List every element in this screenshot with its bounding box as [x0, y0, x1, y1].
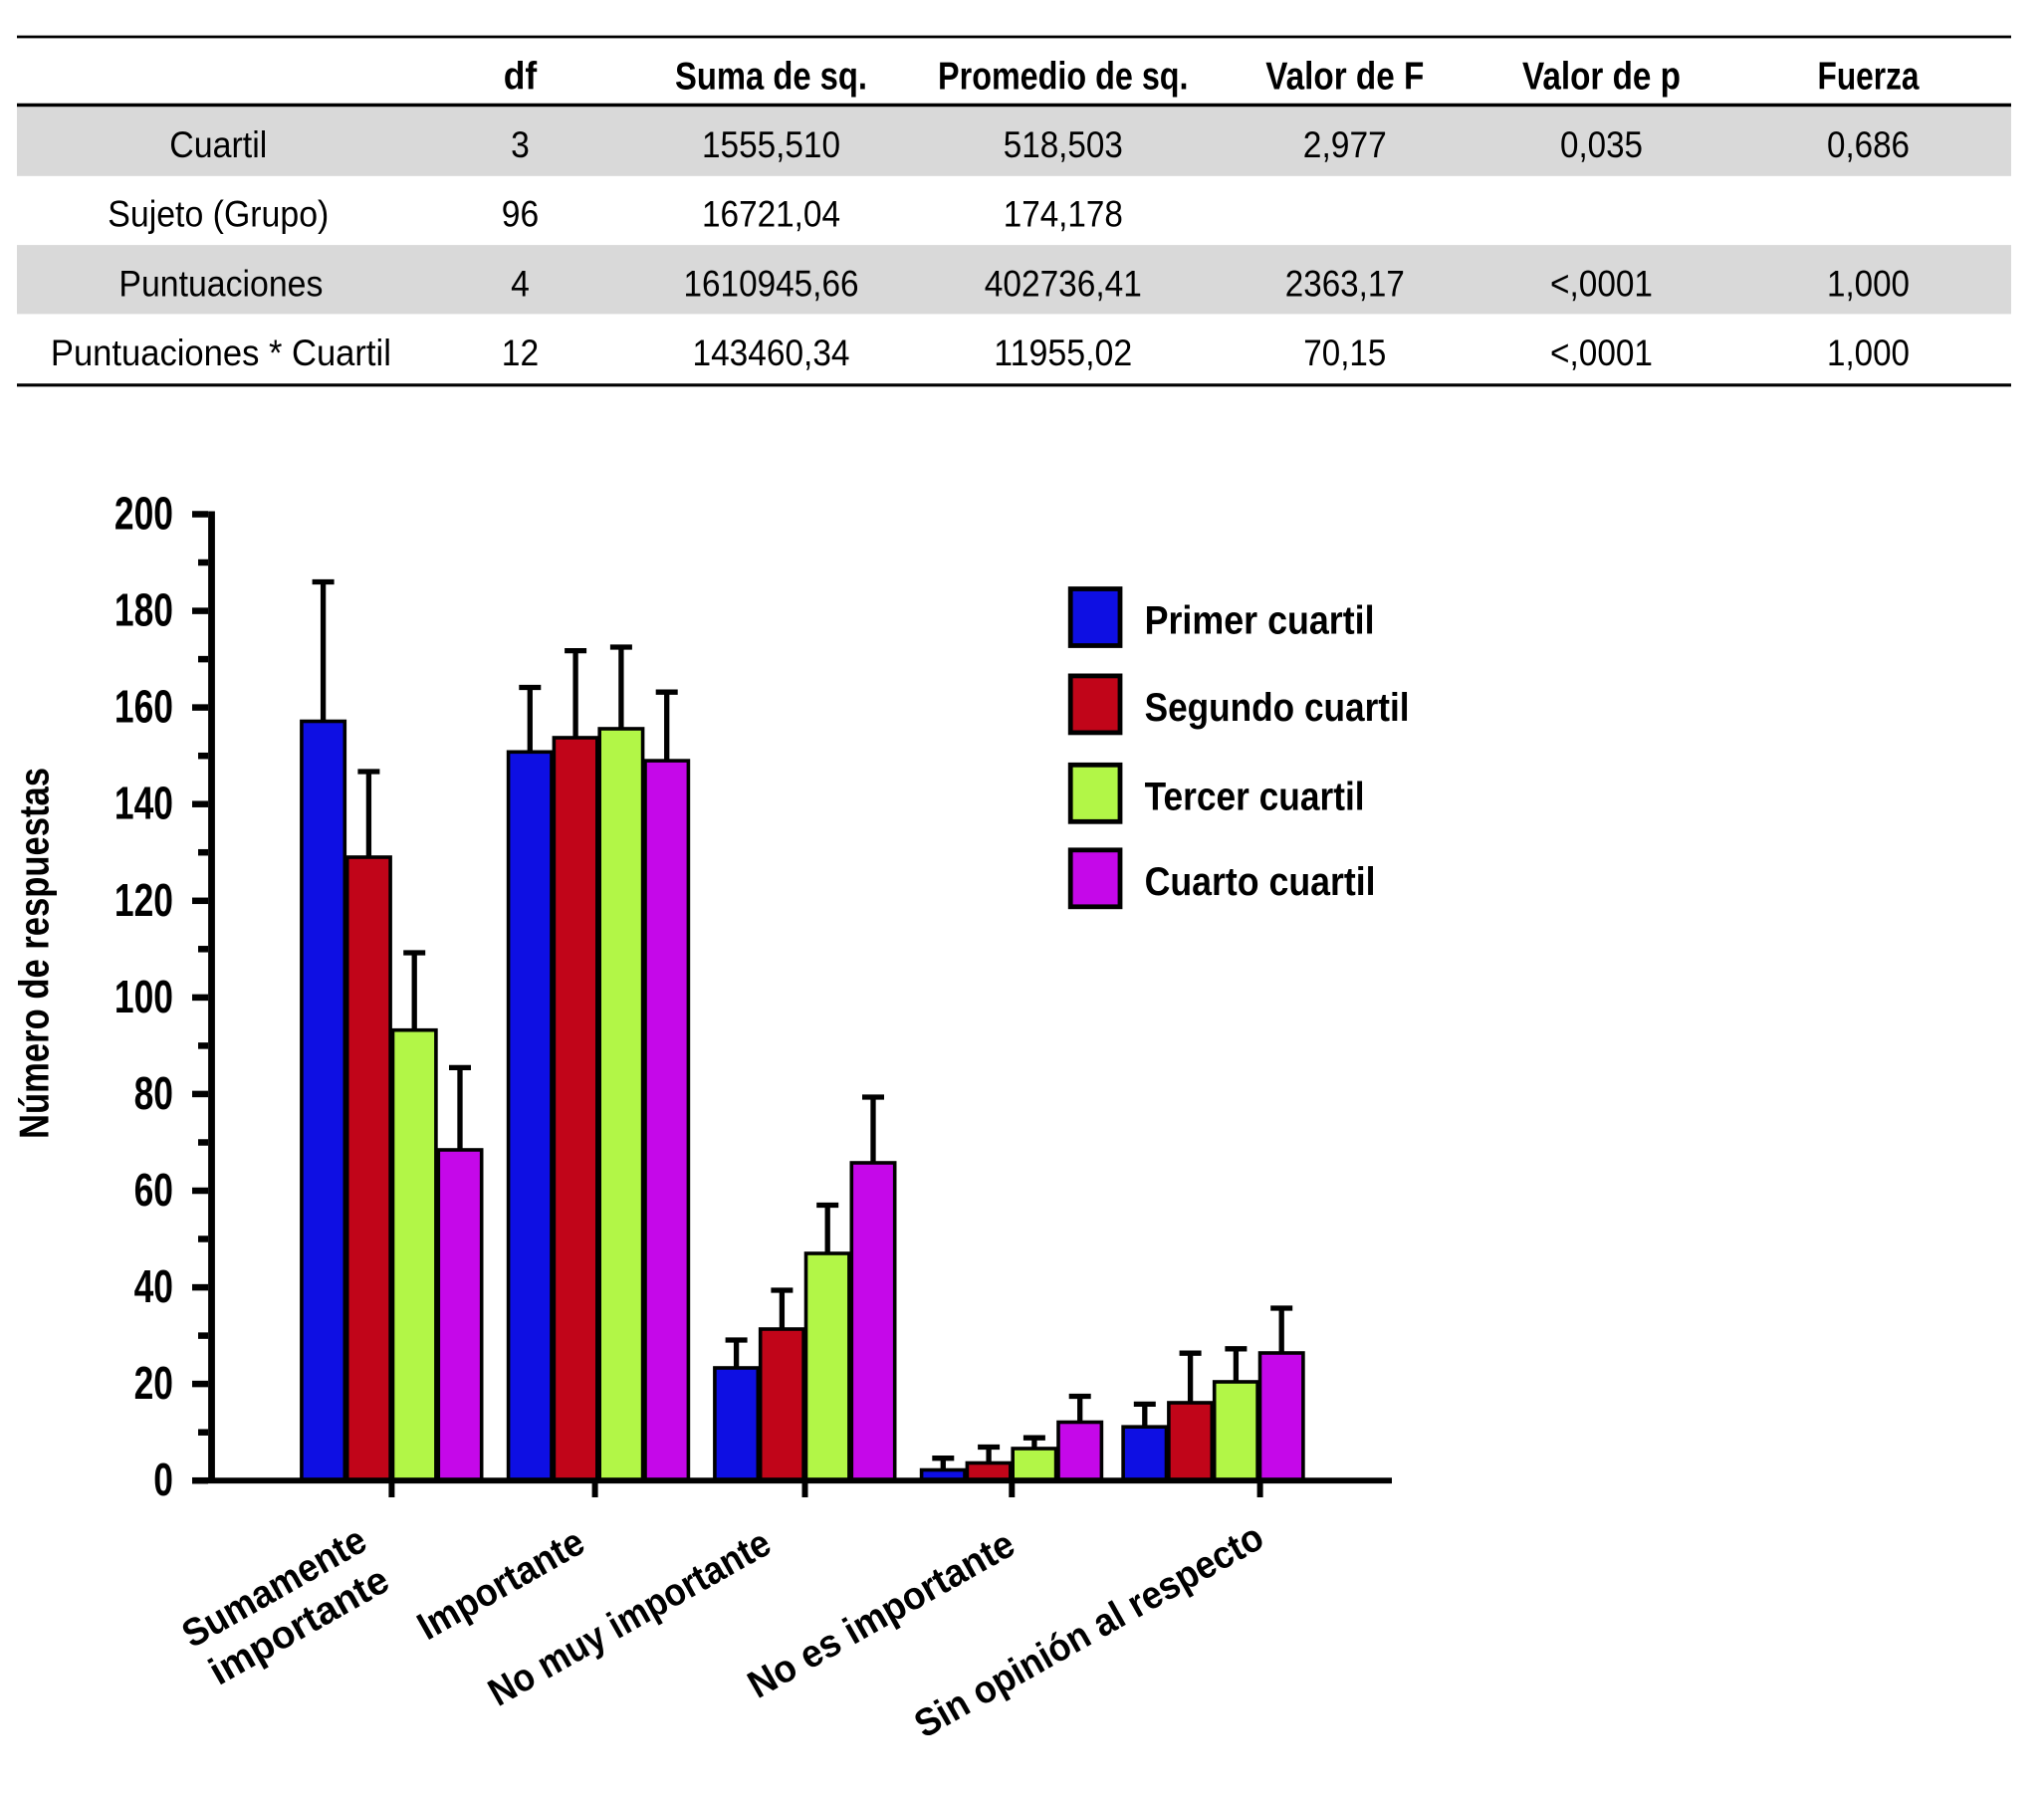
svg-text:0,035: 0,035: [1560, 124, 1643, 165]
svg-text:174,178: 174,178: [1004, 194, 1123, 235]
svg-text:4: 4: [511, 263, 530, 304]
svg-text:1555,510: 1555,510: [702, 124, 840, 165]
svg-text:0: 0: [153, 1454, 173, 1505]
svg-text:40: 40: [134, 1260, 173, 1312]
svg-text:60: 60: [134, 1164, 173, 1216]
svg-text:Sumamenteimportante: Sumamenteimportante: [175, 1518, 396, 1695]
svg-text:11955,02: 11955,02: [994, 333, 1132, 373]
svg-text:Valor de F: Valor de F: [1265, 56, 1424, 99]
svg-text:96: 96: [502, 194, 539, 235]
svg-text:Puntuaciones * Cuartil: Puntuaciones * Cuartil: [51, 333, 391, 373]
svg-text:3: 3: [511, 124, 530, 165]
svg-text:16721,04: 16721,04: [702, 194, 840, 235]
svg-text:<,0001: <,0001: [1550, 333, 1653, 373]
svg-text:Promedio de sq.: Promedio de sq.: [938, 56, 1189, 99]
svg-text:20: 20: [134, 1357, 173, 1409]
svg-text:Segundo cuartil: Segundo cuartil: [1145, 686, 1410, 730]
svg-text:70,15: 70,15: [1303, 333, 1386, 373]
svg-text:Valor de p: Valor de p: [1522, 56, 1681, 99]
svg-text:Puntuaciones: Puntuaciones: [118, 263, 323, 304]
svg-text:180: 180: [114, 584, 173, 636]
svg-text:100: 100: [114, 971, 173, 1022]
svg-text:80: 80: [134, 1067, 173, 1119]
svg-text:1,000: 1,000: [1827, 263, 1910, 304]
svg-text:200: 200: [114, 488, 173, 540]
svg-text:0,686: 0,686: [1827, 124, 1910, 165]
svg-text:Número de respuestas: Número de respuestas: [11, 768, 58, 1139]
svg-text:<,0001: <,0001: [1550, 263, 1653, 304]
svg-text:1610945,66: 1610945,66: [684, 263, 859, 304]
svg-text:120: 120: [114, 874, 173, 926]
svg-text:2363,17: 2363,17: [1285, 263, 1405, 304]
svg-text:Tercer cuartil: Tercer cuartil: [1145, 775, 1365, 818]
svg-text:402736,41: 402736,41: [985, 263, 1142, 304]
svg-text:140: 140: [114, 778, 173, 829]
svg-text:518,503: 518,503: [1004, 124, 1123, 165]
svg-text:Fuerza: Fuerza: [1818, 56, 1920, 99]
svg-text:2,977: 2,977: [1303, 124, 1387, 165]
svg-text:143460,34: 143460,34: [693, 333, 850, 373]
svg-text:Primer cuartil: Primer cuartil: [1145, 599, 1375, 643]
svg-text:df: df: [504, 56, 538, 99]
svg-text:160: 160: [114, 681, 173, 733]
svg-text:Sujeto (Grupo): Sujeto (Grupo): [108, 194, 329, 235]
svg-text:Suma de sq.: Suma de sq.: [675, 56, 867, 99]
svg-text:1,000: 1,000: [1827, 333, 1910, 373]
svg-text:12: 12: [502, 333, 539, 373]
svg-text:Cuartil: Cuartil: [169, 124, 267, 165]
svg-text:Cuarto cuartil: Cuarto cuartil: [1145, 860, 1376, 904]
